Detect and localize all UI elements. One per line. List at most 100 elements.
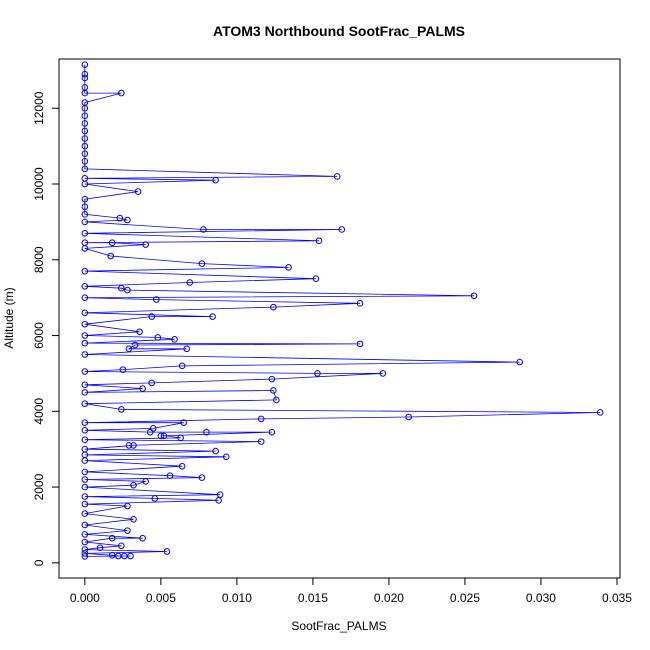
data-point <box>81 476 89 483</box>
y-tick-label: 4000 <box>32 398 46 425</box>
data-point <box>81 339 89 347</box>
data-point <box>171 336 178 343</box>
data-point <box>81 320 89 328</box>
data-point <box>166 472 174 480</box>
data-point <box>130 515 137 523</box>
data-point <box>516 358 523 366</box>
data-point <box>81 180 89 188</box>
y-tick-label: 10000 <box>32 167 46 201</box>
data-point <box>81 229 89 237</box>
x-tick-label: 0.005 <box>146 591 176 605</box>
data-point <box>81 426 89 434</box>
data-point <box>356 340 364 348</box>
data-point <box>157 432 165 440</box>
data-point <box>107 252 114 260</box>
y-tick-label: 12000 <box>32 91 46 125</box>
data-point <box>108 239 116 247</box>
data-point <box>142 241 149 248</box>
data-point <box>131 341 139 349</box>
x-tick-label: 0.025 <box>450 591 480 605</box>
data-point <box>212 447 219 455</box>
data-point <box>134 188 142 195</box>
data-point <box>198 260 206 267</box>
y-tick-label: 2000 <box>32 473 46 500</box>
data-point <box>119 366 127 373</box>
data-point <box>212 176 219 184</box>
data-point <box>405 413 412 421</box>
data-point <box>124 216 131 224</box>
data-point <box>81 89 89 97</box>
data-point <box>136 328 143 336</box>
data-point <box>81 436 89 444</box>
data-point <box>379 370 387 377</box>
data-point <box>125 442 133 449</box>
data-point <box>127 552 134 560</box>
data-point <box>198 474 206 481</box>
data-point <box>124 502 131 510</box>
data-point <box>81 419 89 426</box>
data-point <box>130 442 137 449</box>
plot-frame <box>58 58 621 579</box>
data-point <box>81 211 89 218</box>
data-point <box>203 428 210 436</box>
data-point <box>81 531 89 538</box>
data-point <box>81 332 89 339</box>
data-point <box>154 334 162 341</box>
x-tick-label: 0.015 <box>298 591 328 605</box>
data-point <box>215 497 222 504</box>
data-point <box>270 387 277 394</box>
data-point <box>81 368 89 375</box>
data-point <box>118 284 125 292</box>
data-point <box>81 61 89 68</box>
data-point <box>124 286 131 294</box>
data-point <box>81 553 89 560</box>
data-point <box>81 127 89 135</box>
data-point <box>81 112 89 120</box>
data-point <box>273 396 280 404</box>
series-points <box>81 61 604 560</box>
data-point <box>153 296 160 303</box>
data-point <box>81 510 89 517</box>
data-point <box>108 534 116 542</box>
data-point <box>81 104 89 112</box>
data-point <box>186 279 194 286</box>
data-point <box>125 345 133 353</box>
data-point <box>81 483 89 491</box>
x-tick-label: 0.010 <box>222 591 252 605</box>
data-point <box>268 428 276 436</box>
data-point <box>470 292 478 300</box>
data-point <box>81 546 89 553</box>
data-point <box>81 309 89 317</box>
series-line <box>84 64 601 557</box>
y-tick-label: 0 <box>32 559 46 566</box>
data-point <box>200 226 207 233</box>
data-point <box>81 351 89 358</box>
data-point <box>596 409 604 416</box>
data-point <box>81 457 89 464</box>
data-point <box>270 303 277 311</box>
data-point <box>146 428 154 436</box>
x-tick-label: 0.020 <box>374 591 404 605</box>
data-point <box>163 548 171 555</box>
data-point <box>81 165 89 173</box>
data-point <box>81 135 89 142</box>
data-point <box>314 370 321 377</box>
x-tick-label: 0.030 <box>526 591 556 605</box>
data-point <box>312 275 320 283</box>
data-point <box>81 389 89 396</box>
data-point <box>180 419 187 426</box>
y-axis-label: Altitude (m) <box>2 287 16 348</box>
data-point <box>338 226 346 233</box>
data-point <box>151 495 159 502</box>
data-point <box>81 267 89 275</box>
data-point <box>81 282 89 290</box>
data-point <box>333 173 341 180</box>
data-point <box>139 385 146 392</box>
data-point <box>81 157 89 165</box>
data-point <box>268 375 276 383</box>
x-axis: 0.000 0.005 0.010 0.015 0.020 0.025 0.030 0.035 <box>70 577 632 605</box>
data-point <box>257 438 265 445</box>
x-axis-label: SootFrac_PALMS <box>291 619 386 633</box>
data-point <box>118 406 125 413</box>
